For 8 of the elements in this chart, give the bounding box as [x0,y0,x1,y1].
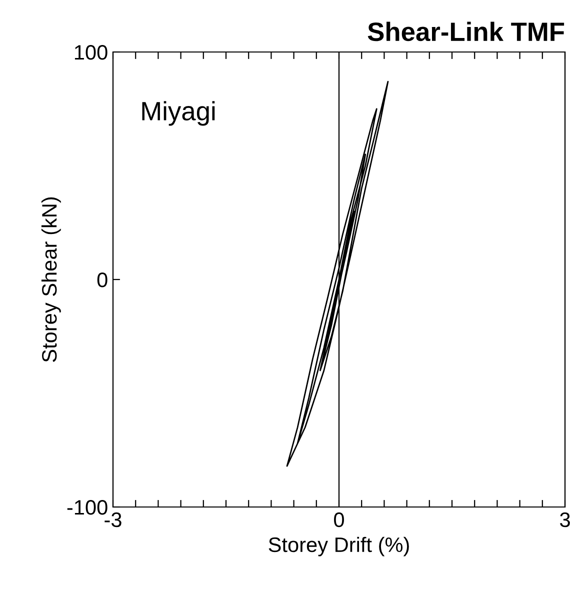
chart-title: Shear-Link TMF [368,22,564,42]
annotation: Miyagi [142,101,215,126]
x-axis-title: Storey Drift (%) [268,536,409,556]
y-tick-label: 100 [74,45,108,60]
y-axis-title: Storey Shear (kN) [41,197,61,362]
x-tick-label: 3 [560,512,570,528]
x-tick-label: 0 [334,512,344,528]
y-tick-label: 0 [97,272,108,288]
